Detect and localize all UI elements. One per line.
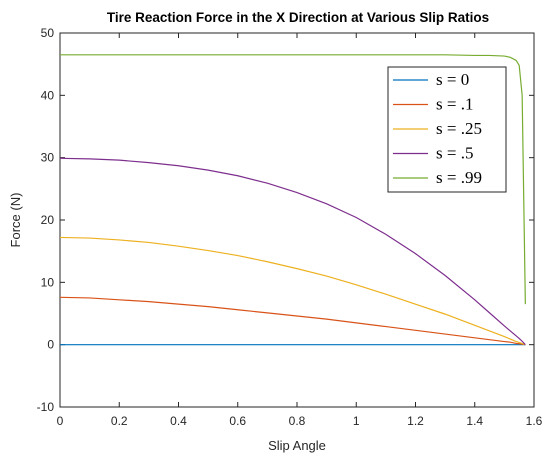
series-line-1 xyxy=(59,296,526,346)
series-line-3 xyxy=(59,157,526,346)
y-tick-label: 30 xyxy=(41,151,55,165)
legend: s = 0 s = .1 s = .25 s = .5 s = .99 xyxy=(387,66,507,193)
x-axis: 0 0.2 0.4 0.6 0.8 1 1.2 1.4 1.6 xyxy=(57,33,543,428)
x-axis-label: Slip Angle xyxy=(268,438,326,453)
legend-label-2: s = .25 xyxy=(436,119,482,138)
chart-title: Tire Reaction Force in the X Direction a… xyxy=(107,10,489,25)
x-tick-label: 0.2 xyxy=(111,414,128,428)
legend-label-1: s = .1 xyxy=(436,95,473,114)
legend-label-3: s = .5 xyxy=(436,144,473,163)
y-tick-label: -10 xyxy=(37,400,55,414)
series-lines xyxy=(59,54,526,346)
x-tick-label: 0.4 xyxy=(170,414,187,428)
y-tick-label: 50 xyxy=(41,26,55,40)
y-tick-label: 10 xyxy=(41,275,55,289)
x-tick-label: 1.6 xyxy=(526,414,543,428)
legend-label-0: s = 0 xyxy=(436,70,469,89)
x-tick-label: 0.6 xyxy=(229,414,246,428)
x-tick-label: 1 xyxy=(353,414,360,428)
series-line-4 xyxy=(60,54,526,305)
x-tick-label: 0 xyxy=(57,414,64,428)
y-tick-label: 0 xyxy=(47,338,54,352)
legend-label-4: s = .99 xyxy=(436,168,482,187)
y-tick-label: 40 xyxy=(41,88,55,102)
x-tick-label: 0.8 xyxy=(289,414,306,428)
y-axis-label: Force (N) xyxy=(8,193,23,248)
y-tick-label: 20 xyxy=(41,213,55,227)
series-line-2 xyxy=(59,236,526,346)
x-tick-label: 1.4 xyxy=(466,414,483,428)
x-tick-label: 1.2 xyxy=(407,414,424,428)
